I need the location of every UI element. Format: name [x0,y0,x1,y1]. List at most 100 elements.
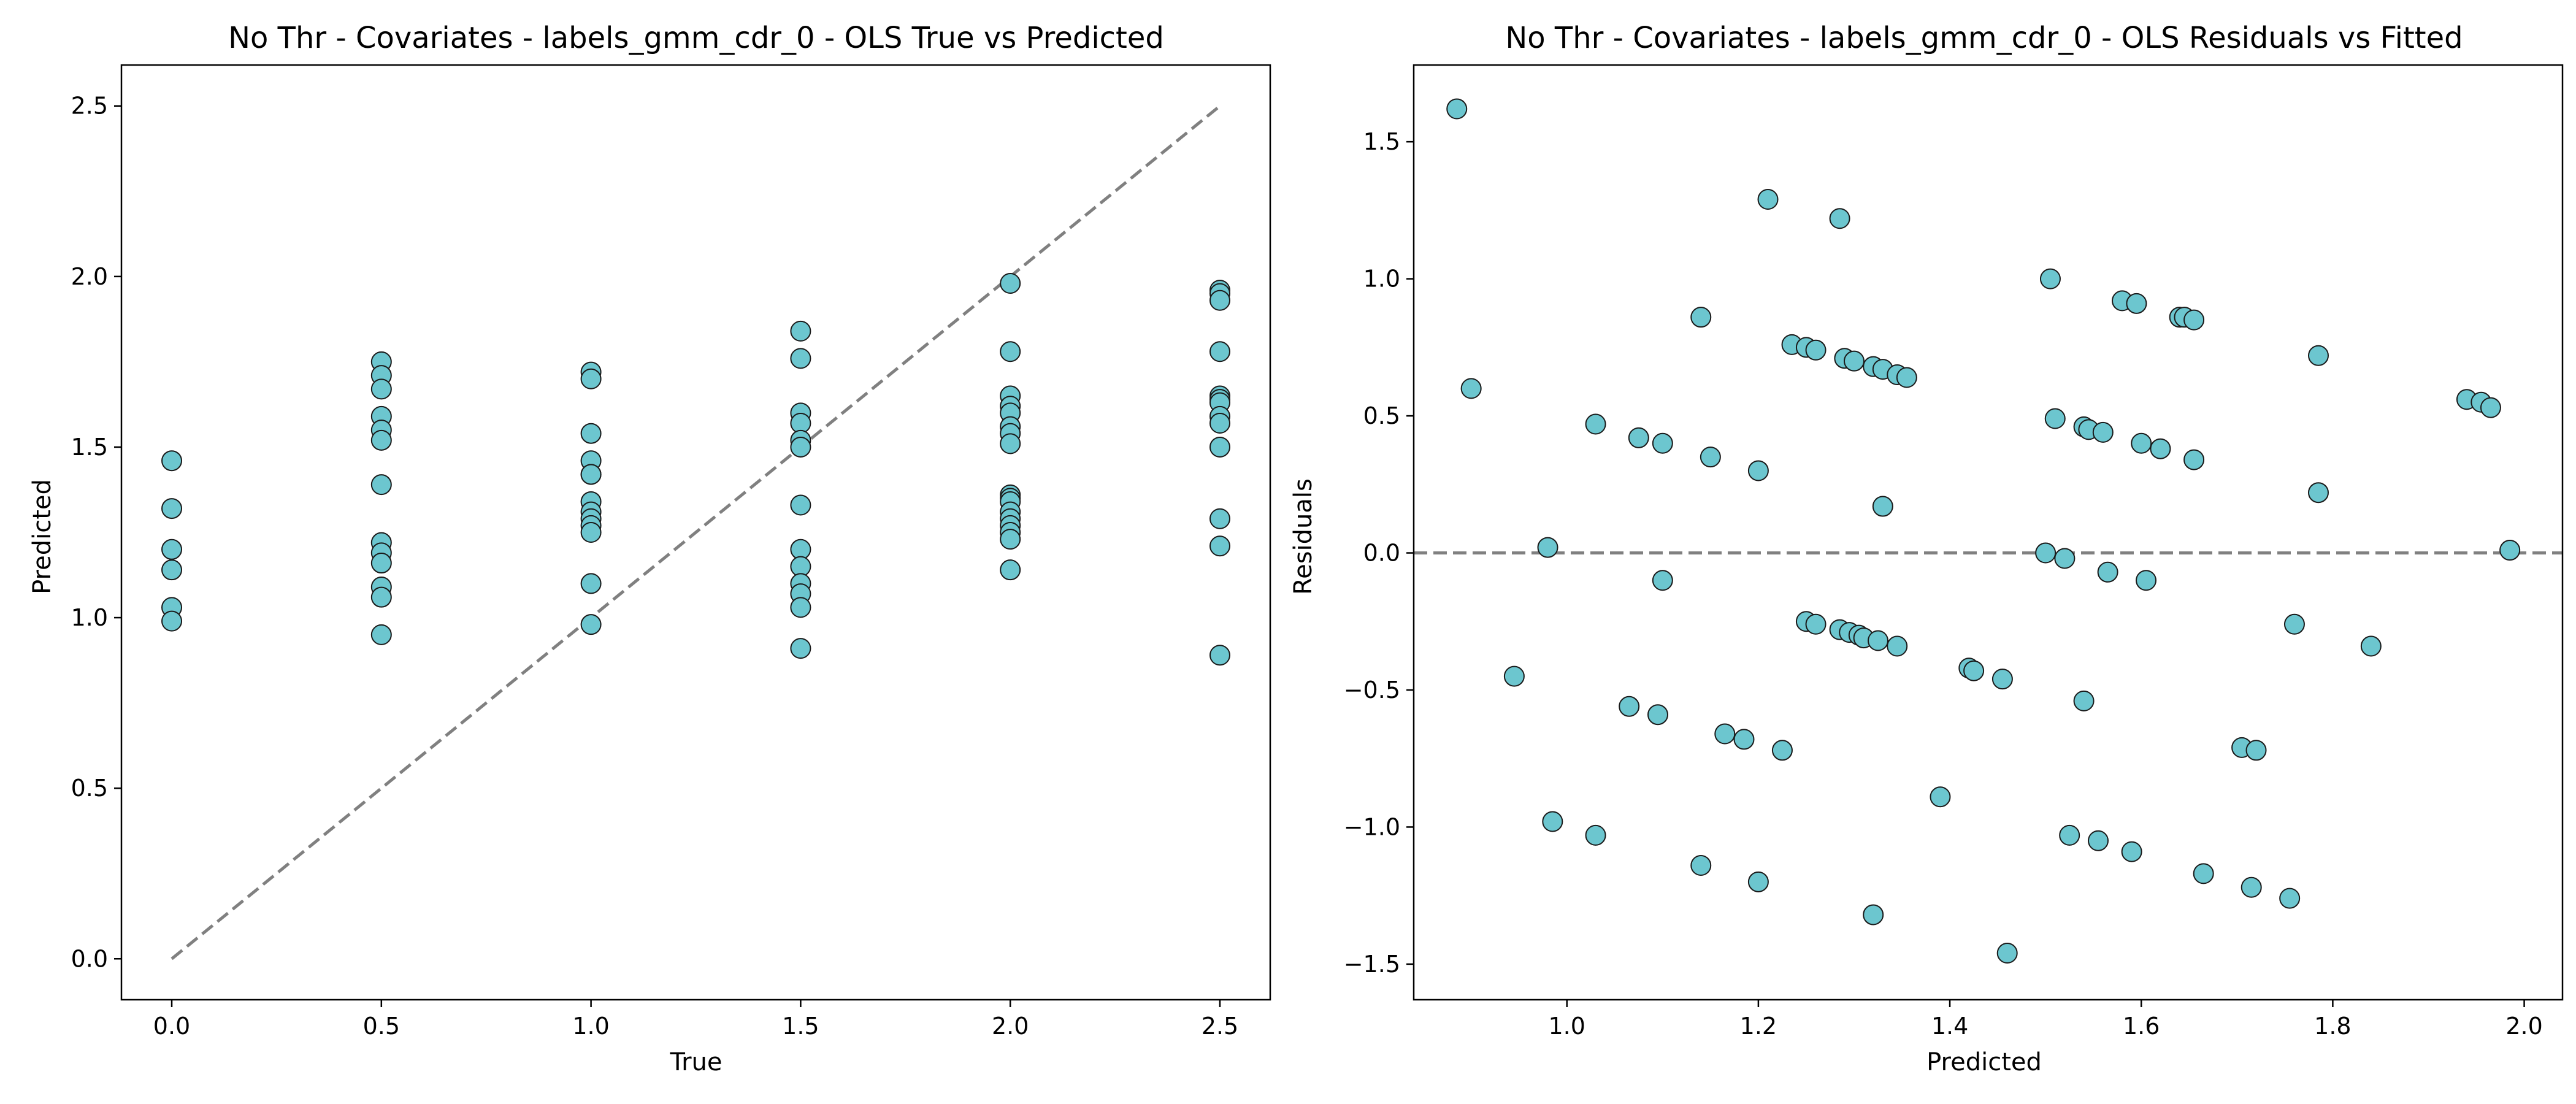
left-data-point [370,474,392,496]
right-data-point [2307,345,2329,366]
right-data-point [1537,537,1558,558]
left-xtick-label: 1.0 [572,1013,609,1040]
right-data-point [1805,613,1827,635]
right-data-point [2087,830,2109,851]
right-data-point [2279,887,2301,909]
left-data-point [790,320,811,342]
right-data-point [2044,408,2066,429]
right-xtick-label: 1.0 [1549,1013,1585,1040]
right-data-point [2480,397,2501,418]
right-data-point [1868,630,1889,651]
left-data-point [161,498,183,519]
right-y-axis-label: Residuals [1289,478,1317,595]
left-data-point [1209,341,1230,362]
right-ytick-label: 1.5 [1363,128,1400,155]
left-chart-title: No Thr - Covariates - labels_gmm_cdr_0 -… [228,21,1164,55]
right-data-point [1628,427,1649,448]
left-data-point [580,522,602,543]
right-data-point [1863,904,1884,926]
right-data-point [1542,811,1563,832]
left-data-point [1000,559,1021,581]
right-data-point [1700,447,1721,468]
left-plot-frame [120,64,1271,1001]
left-ytick-label: 1.0 [71,604,108,631]
right-ytick-label: −1.5 [1344,951,1400,978]
right-data-point [2136,570,2157,591]
right-xtick-label: 1.8 [2314,1013,2351,1040]
left-xtick-label: 1.5 [782,1013,819,1040]
left-data-point [790,638,811,659]
left-x-axis-label: True [670,1048,723,1076]
left-reference-diagonal [171,104,1221,960]
right-data-point [1733,729,1755,750]
right-data-point [1714,723,1736,745]
right-data-point [2499,540,2521,561]
right-data-point [2307,482,2329,504]
left-data-point [161,450,183,472]
right-data-point [1996,943,2018,964]
left-data-point [580,423,602,444]
left-data-point [1000,341,1021,362]
left-ytick-label: 0.0 [71,945,108,972]
left-data-point [1000,433,1021,454]
left-data-point [370,624,392,645]
left-ytick-label: 1.5 [71,434,108,461]
right-xtick-label: 1.6 [2123,1013,2160,1040]
right-chart-title: No Thr - Covariates - labels_gmm_cdr_0 -… [1505,21,2463,55]
right-data-point [2073,690,2095,711]
right-data-point [2183,449,2205,470]
right-xtick-label: 2.0 [2505,1013,2542,1040]
left-data-point [1209,645,1230,666]
left-points [161,272,1230,666]
right-data-point [1647,704,1669,726]
right-data-point [2150,438,2171,459]
right-points [1446,98,2521,964]
left-xtick-label: 2.0 [992,1013,1029,1040]
right-data-point [2092,421,2114,443]
right-data-point [1503,665,1525,687]
left-data-point [1209,535,1230,557]
left-data-point [790,597,811,618]
left-ytick-label: 2.0 [71,263,108,290]
left-data-point [370,429,392,451]
right-data-point [2241,876,2262,898]
right-plot-frame [1413,64,2564,1001]
left-xtick-label: 2.5 [1202,1013,1238,1040]
left-ytick-label: 0.5 [71,775,108,802]
right-data-point [1757,188,1779,210]
right-ytick-label: −1.0 [1344,813,1400,840]
right-data-point [1446,98,1468,120]
left-data-point [161,610,183,632]
left-ytick-label: 2.5 [71,93,108,120]
left-xtick-label: 0.5 [363,1013,400,1040]
left-data-point [370,378,392,400]
right-xtick-label: 1.2 [1740,1013,1777,1040]
right-data-point [2245,740,2267,761]
right-data-point [1887,635,1908,657]
right-data-point [1829,208,1850,229]
right-ytick-label: 1.0 [1363,266,1400,293]
right-data-point [1690,307,1712,328]
left-data-point [790,436,811,458]
left-y-axis-label: Predicted [28,479,56,594]
right-data-point [1652,432,1673,454]
right-data-point [2054,548,2076,569]
right-data-point [1747,871,1769,892]
right-data-point [1872,496,1893,517]
right-data-point [1771,740,1793,761]
left-data-point [1000,529,1021,550]
right-data-point [2193,863,2214,884]
left-data-point [580,614,602,635]
left-data-point [580,464,602,485]
right-data-point [1460,378,1482,399]
right-data-point [1619,696,1640,717]
right-data-point [1896,367,1917,388]
right-x-axis-label: Predicted [1926,1048,2042,1076]
left-data-point [1209,436,1230,458]
right-data-point [2126,293,2147,314]
right-data-point [2035,542,2057,564]
left-data-point [1000,272,1021,294]
left-data-point [790,348,811,369]
right-data-point [2283,613,2305,635]
right-data-point [2360,635,2382,657]
